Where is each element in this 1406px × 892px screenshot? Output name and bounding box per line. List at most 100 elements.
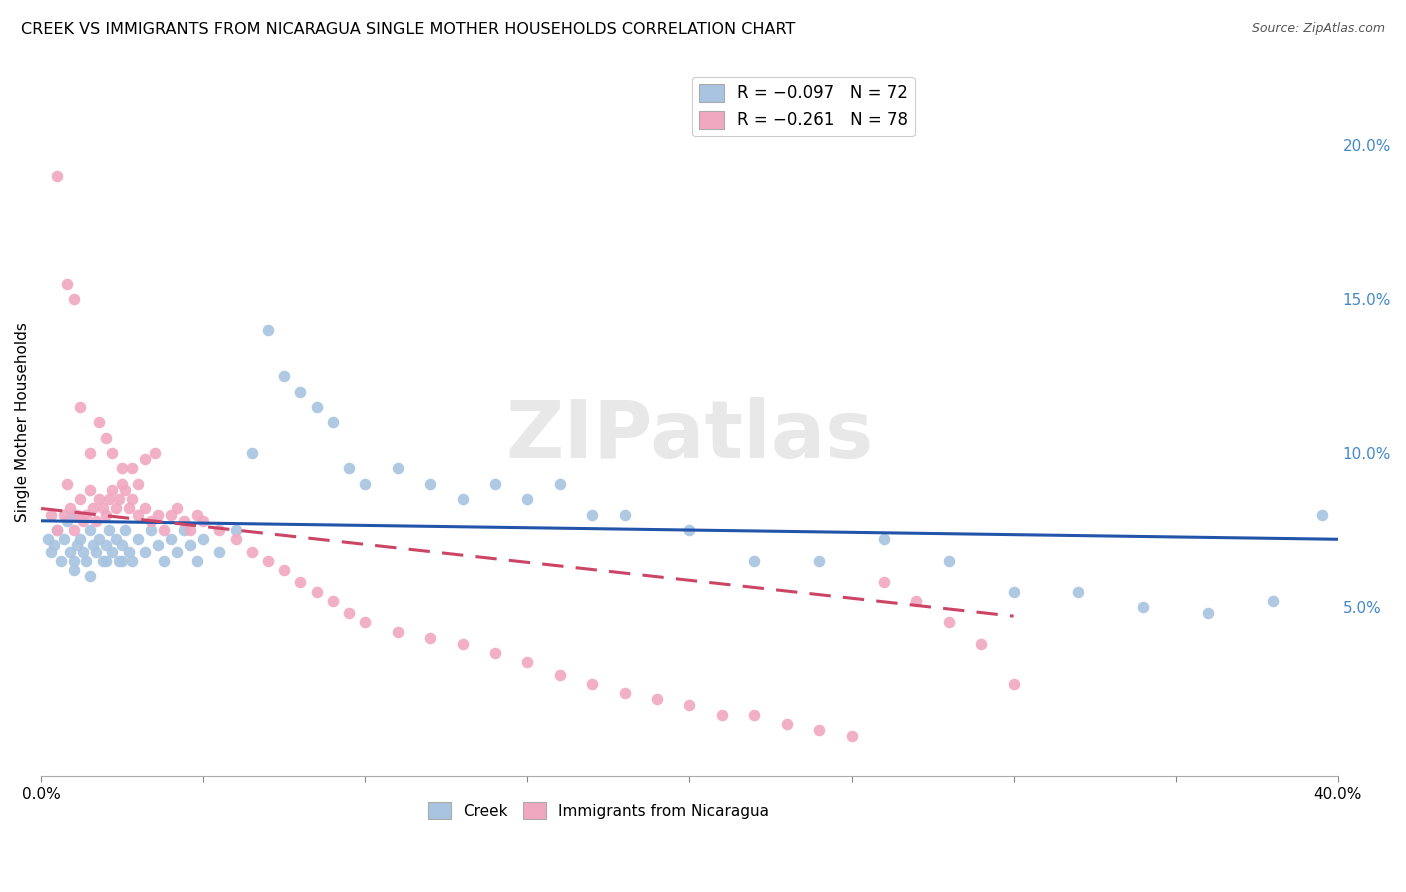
Point — [179, 523, 201, 537]
Point — [548, 476, 571, 491]
Point — [111, 554, 134, 568]
Point — [742, 554, 765, 568]
Point — [114, 483, 136, 497]
Point — [39, 544, 62, 558]
Point — [94, 508, 117, 522]
Point — [322, 594, 344, 608]
Point — [59, 544, 82, 558]
Point — [62, 523, 84, 537]
Point — [273, 563, 295, 577]
Point — [678, 523, 700, 537]
Point — [387, 461, 409, 475]
Point — [548, 667, 571, 681]
Point — [484, 646, 506, 660]
Point — [52, 508, 75, 522]
Point — [62, 554, 84, 568]
Point — [89, 415, 111, 429]
Point — [1310, 508, 1333, 522]
Point — [84, 544, 107, 558]
Point — [101, 446, 124, 460]
Point — [117, 501, 139, 516]
Point — [970, 637, 993, 651]
Point — [37, 533, 59, 547]
Point — [101, 544, 124, 558]
Point — [451, 492, 474, 507]
Point — [69, 533, 91, 547]
Point — [121, 554, 143, 568]
Point — [98, 492, 121, 507]
Point — [89, 492, 111, 507]
Point — [257, 323, 280, 337]
Point — [938, 615, 960, 630]
Point — [62, 508, 84, 522]
Point — [111, 538, 134, 552]
Point — [1197, 606, 1219, 620]
Point — [101, 483, 124, 497]
Point — [305, 584, 328, 599]
Point — [89, 533, 111, 547]
Point — [79, 483, 101, 497]
Point — [121, 461, 143, 475]
Text: Source: ZipAtlas.com: Source: ZipAtlas.com — [1251, 22, 1385, 36]
Point — [98, 523, 121, 537]
Point — [111, 476, 134, 491]
Point — [82, 538, 104, 552]
Point — [208, 544, 231, 558]
Point — [193, 533, 215, 547]
Point — [153, 554, 176, 568]
Point — [186, 508, 208, 522]
Point — [173, 523, 195, 537]
Point — [56, 476, 79, 491]
Point — [76, 554, 98, 568]
Point — [451, 637, 474, 651]
Point — [613, 508, 636, 522]
Point — [146, 508, 169, 522]
Point — [841, 729, 863, 743]
Point — [117, 544, 139, 558]
Point — [79, 569, 101, 583]
Point — [127, 476, 149, 491]
Point — [808, 723, 831, 737]
Point — [305, 400, 328, 414]
Point — [808, 554, 831, 568]
Point — [127, 508, 149, 522]
Point — [905, 594, 928, 608]
Point — [62, 293, 84, 307]
Point — [1261, 594, 1284, 608]
Point — [46, 169, 69, 184]
Point — [66, 538, 89, 552]
Point — [84, 514, 107, 528]
Point — [225, 523, 247, 537]
Point — [419, 631, 441, 645]
Point — [94, 538, 117, 552]
Point — [141, 523, 163, 537]
Point — [1002, 584, 1025, 599]
Point — [72, 514, 94, 528]
Point — [1067, 584, 1090, 599]
Point — [678, 698, 700, 713]
Point — [56, 514, 79, 528]
Point — [91, 554, 114, 568]
Point — [94, 554, 117, 568]
Point — [354, 615, 377, 630]
Point — [776, 717, 799, 731]
Point — [938, 554, 960, 568]
Point — [94, 431, 117, 445]
Point — [134, 452, 156, 467]
Point — [79, 446, 101, 460]
Point — [273, 369, 295, 384]
Point — [104, 533, 127, 547]
Point — [581, 677, 603, 691]
Point — [516, 492, 538, 507]
Point — [322, 415, 344, 429]
Point — [42, 538, 65, 552]
Point — [69, 492, 91, 507]
Point — [645, 692, 668, 706]
Legend: Creek, Immigrants from Nicaragua: Creek, Immigrants from Nicaragua — [422, 797, 775, 825]
Text: CREEK VS IMMIGRANTS FROM NICARAGUA SINGLE MOTHER HOUSEHOLDS CORRELATION CHART: CREEK VS IMMIGRANTS FROM NICARAGUA SINGL… — [21, 22, 796, 37]
Point — [710, 707, 733, 722]
Point — [72, 544, 94, 558]
Point — [39, 508, 62, 522]
Point — [69, 400, 91, 414]
Point — [193, 514, 215, 528]
